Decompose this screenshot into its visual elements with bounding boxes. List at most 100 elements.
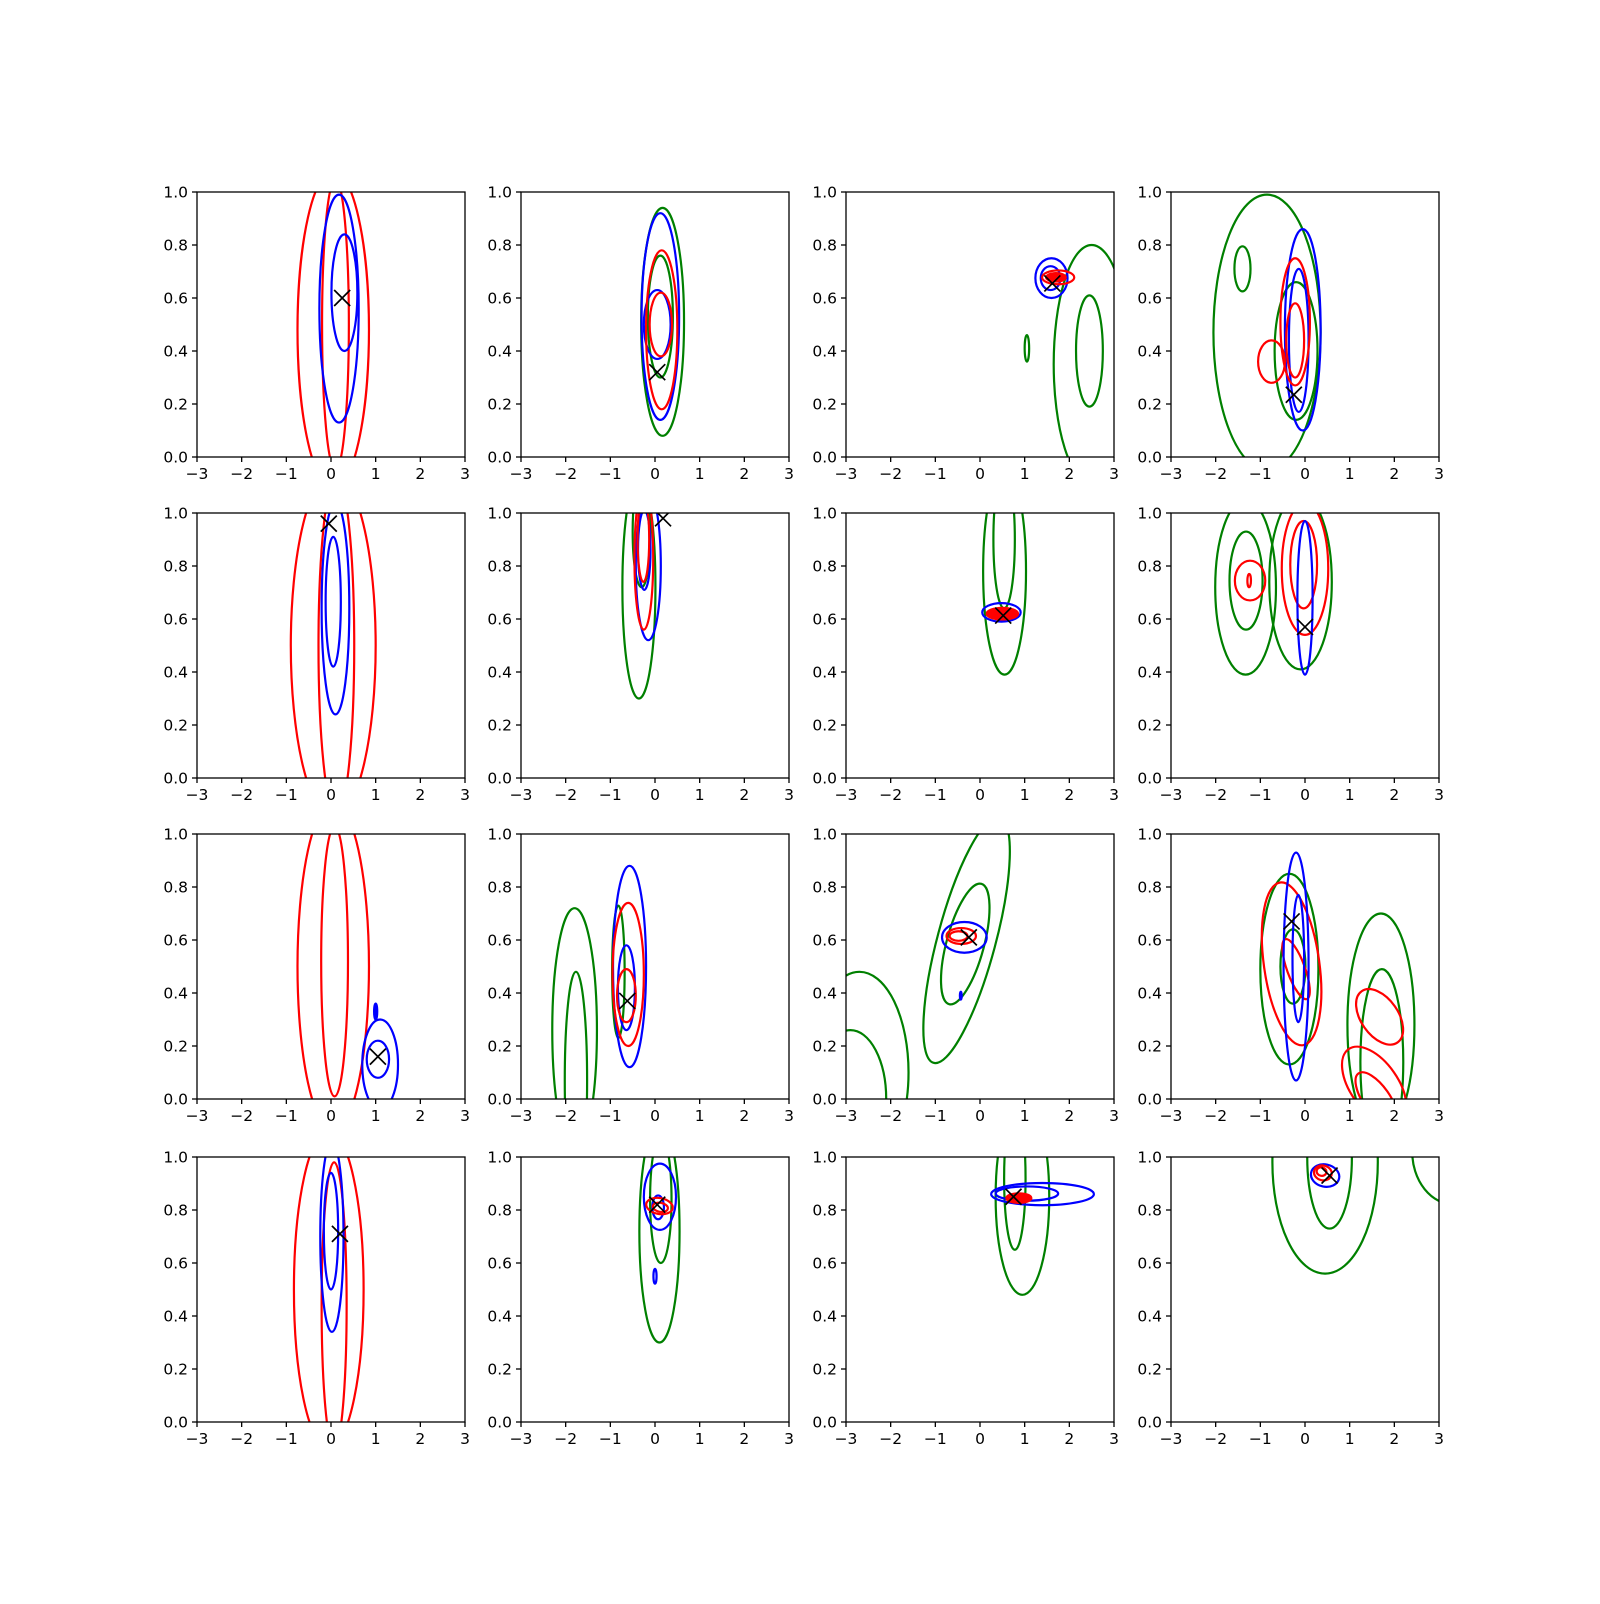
contour-blue (324, 535, 342, 668)
y-tick-label: 0.0 (163, 1091, 188, 1109)
y-tick-label: 0.0 (1137, 770, 1162, 788)
y-tick-label: 0.2 (163, 717, 188, 735)
y-tick-label: 0.8 (812, 558, 837, 576)
subplot-r3c4: −3 −2 −1 0 1 2 3 0.0 0.2 0.4 0.6 0.8 1.0 (1137, 826, 1444, 1126)
y-tick-label: 0.8 (163, 879, 188, 897)
x-tick-label: 0 (650, 1430, 660, 1448)
contour-green (1023, 334, 1031, 363)
contour-blue (1282, 851, 1310, 1082)
y-tick-label: 0.8 (163, 558, 188, 576)
contour-red (1257, 339, 1286, 384)
y-tick-label: 0.4 (163, 343, 188, 361)
contour-red (320, 834, 350, 1098)
y-tick-label: 0.8 (1137, 1202, 1162, 1220)
contour-green (846, 970, 910, 1099)
y-tick-label: 0.6 (487, 611, 512, 629)
axes-frame (845, 1156, 1115, 1423)
x-marker (960, 928, 978, 946)
x-tick-label: 2 (415, 1430, 425, 1448)
y-tick-label: 0.2 (1137, 396, 1162, 414)
x-tick-label: 0 (326, 786, 336, 804)
x-tick-label: 3 (784, 1430, 794, 1448)
contour-green (646, 254, 674, 379)
y-tick-label: 0.6 (1137, 1255, 1162, 1273)
axes-frame (845, 833, 1115, 1100)
contour-blue (1309, 1163, 1341, 1188)
y-tick-label: 1.0 (487, 826, 512, 844)
x-tick-label: 1 (1020, 786, 1030, 804)
contour-green (1273, 280, 1319, 422)
y-tick-label: 0.6 (163, 932, 188, 950)
contour-blue (634, 513, 662, 642)
contour-green (922, 834, 1011, 1065)
contour-blue (652, 1267, 658, 1285)
axes-frame (845, 191, 1115, 458)
x-tick-label: −3 (1160, 1430, 1183, 1448)
x-tick-label: −1 (599, 786, 622, 804)
x-tick-label: −3 (1160, 465, 1183, 483)
x-tick-label: 0 (975, 465, 985, 483)
contour-green (1346, 912, 1416, 1099)
x-tick-label: 2 (1064, 1107, 1074, 1125)
y-tick-label: 0.0 (1137, 1414, 1162, 1432)
subplot-r4c3: −3 −2 −1 0 1 2 3 0.0 0.2 0.4 0.6 0.8 1.0 (812, 1149, 1119, 1449)
x-tick-label: −2 (879, 786, 902, 804)
x-tick-label: 3 (460, 465, 470, 483)
x-marker (333, 289, 351, 307)
contour-red (645, 1196, 674, 1216)
contour-red (1340, 1045, 1408, 1099)
contour-red (289, 513, 377, 778)
y-tick-label: 0.8 (812, 237, 837, 255)
contour-green (621, 513, 657, 700)
x-tick-label: −1 (924, 1430, 947, 1448)
x-marker (994, 606, 1012, 625)
y-tick-label: 0.8 (163, 1202, 188, 1220)
x-tick-label: −1 (1249, 1430, 1272, 1448)
contour-red (292, 1157, 365, 1422)
y-tick-label: 0.6 (1137, 290, 1162, 308)
y-tick-label: 1.0 (163, 184, 188, 202)
plot-area-r4c4 (1271, 1157, 1439, 1275)
contour-blue (330, 233, 359, 353)
y-tick-label: 0.2 (812, 396, 837, 414)
contour-red (1040, 269, 1076, 286)
x-tick-label: −2 (554, 1430, 577, 1448)
contour-green (1306, 1157, 1353, 1230)
y-tick-label: 0.4 (487, 343, 512, 361)
x-tick-label: 2 (739, 465, 749, 483)
y-tick-label: 1.0 (1137, 1149, 1162, 1167)
contour-blue (981, 602, 1022, 623)
x-tick-label: −1 (599, 1430, 622, 1448)
subplot-r2c1: −3 −2 −1 0 1 2 3 0.0 0.2 0.4 0.6 0.8 1.0 (163, 505, 470, 805)
y-tick-label: 0.2 (487, 1361, 512, 1379)
x-tick-label: −2 (554, 786, 577, 804)
contour-green (1052, 243, 1114, 457)
subplot-r4c4: −3 −2 −1 0 1 2 3 0.0 0.2 0.4 0.6 0.8 1.0 (1137, 1149, 1444, 1449)
x-tick-label: 2 (415, 1107, 425, 1125)
y-tick-label: 0.8 (812, 879, 837, 897)
x-tick-label: 1 (371, 1430, 381, 1448)
contour-blue (322, 1171, 340, 1291)
y-tick-label: 0.8 (487, 237, 512, 255)
x-tick-label: 1 (695, 1430, 705, 1448)
x-tick-label: −3 (510, 1430, 533, 1448)
axes-frame (1170, 1156, 1440, 1423)
contour-red (1280, 513, 1330, 636)
plot-area-r2c2 (621, 513, 672, 700)
y-tick-label: 0.6 (812, 290, 837, 308)
plot-area-r1c1 (296, 192, 371, 457)
x-tick-label: −3 (510, 786, 533, 804)
plot-area-r1c4 (1212, 193, 1322, 457)
contour-red (1285, 302, 1306, 379)
plot-area-r1c2 (640, 206, 686, 437)
x-tick-label: 3 (784, 1107, 794, 1125)
y-tick-label: 0.4 (487, 1308, 512, 1326)
y-tick-label: 1.0 (812, 505, 837, 523)
y-tick-label: 0.4 (812, 985, 837, 1003)
plot-area-r4c2 (638, 1157, 681, 1344)
x-tick-label: −3 (186, 1430, 209, 1448)
x-tick-label: 0 (326, 1430, 336, 1448)
x-tick-label: 0 (975, 1430, 985, 1448)
x-marker (648, 363, 666, 381)
x-tick-label: −1 (599, 465, 622, 483)
